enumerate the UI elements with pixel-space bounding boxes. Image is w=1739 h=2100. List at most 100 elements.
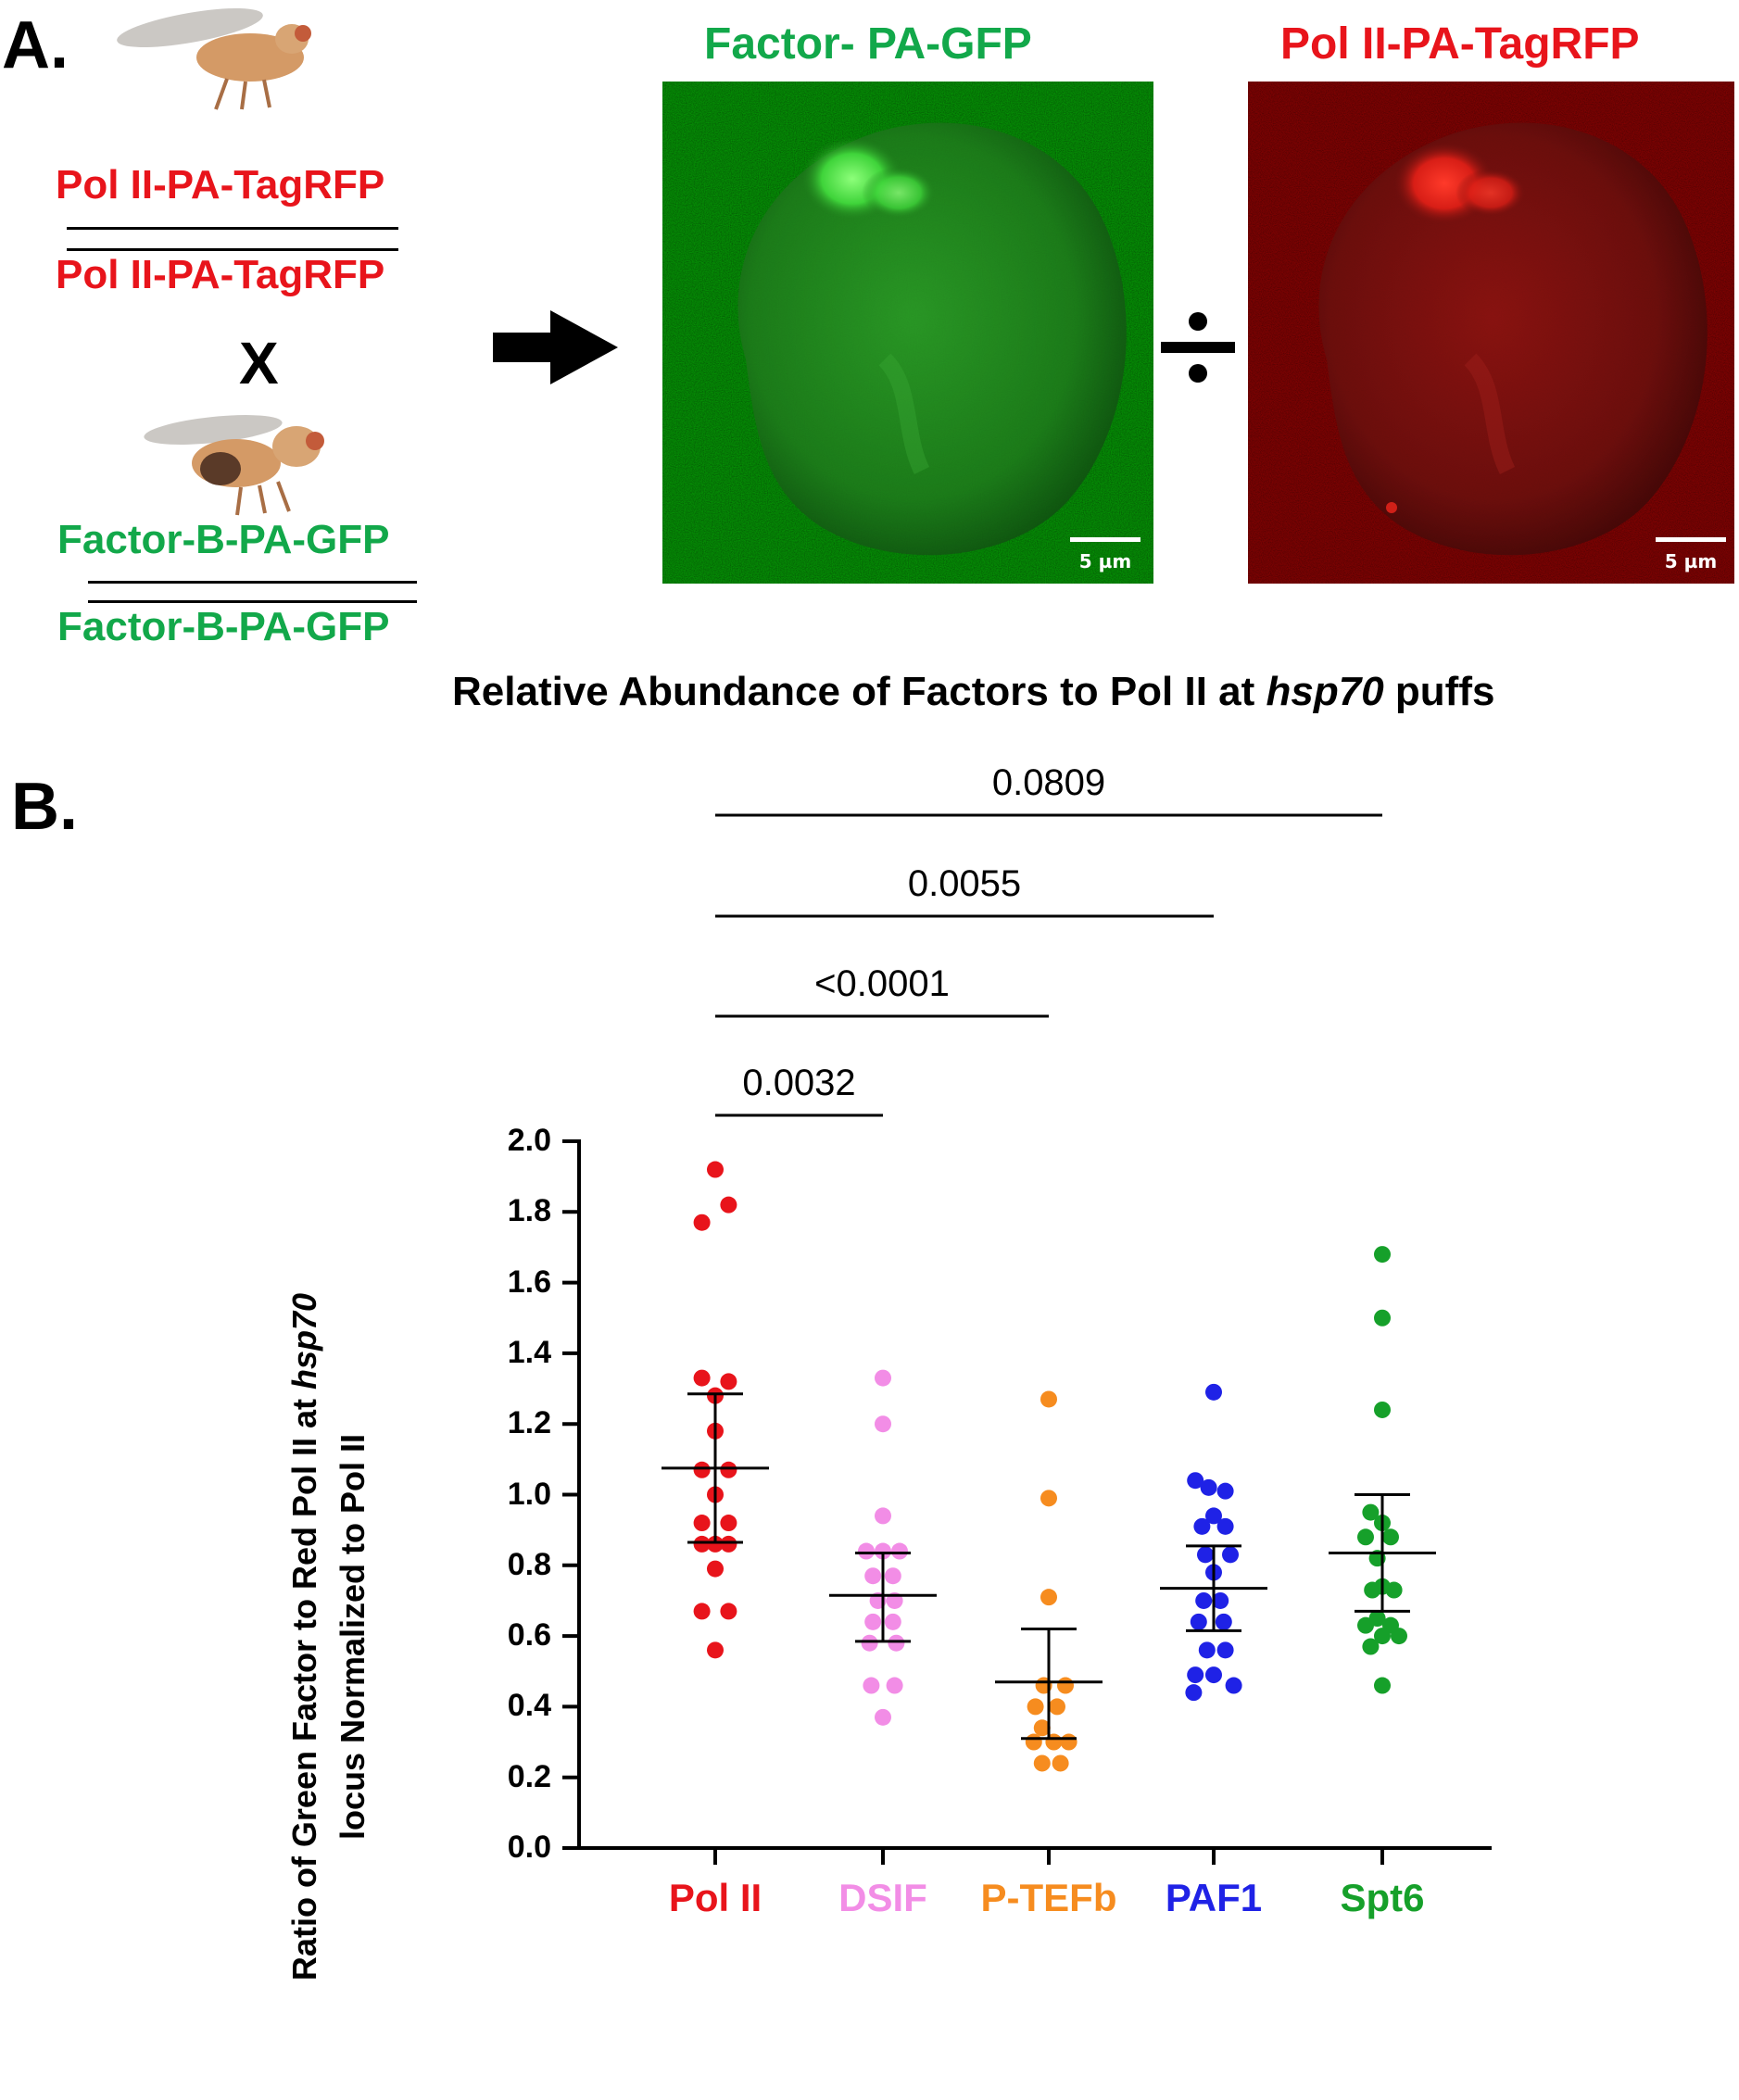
y-tick-label: 0.0 [507,1830,551,1865]
p-value-label: 0.0809 [992,762,1105,803]
fly-illustration-female [117,7,311,110]
scatter-chart: 0.0032 <0.0001 0.0055 0.0809 [562,762,1492,1865]
data-point [1033,1719,1051,1737]
micrograph-green: 5 µm [662,82,1153,584]
data-point [858,1542,875,1560]
data-point [1374,1401,1391,1418]
data-point [1222,1546,1239,1564]
green-image-title: Factor- PA-GFP [704,19,1032,69]
data-point [886,1677,903,1694]
data-point [1033,1754,1051,1772]
data-point [1215,1613,1232,1630]
micrograph-red: 5 µm [1248,82,1734,584]
cross-symbol: X [239,330,279,396]
y-tick-label: 1.4 [507,1334,551,1370]
genotype-divider-1 [67,227,398,230]
data-point [693,1603,711,1620]
data-point [1185,1684,1203,1702]
data-point [875,1415,891,1433]
data-point [1357,1616,1374,1634]
data-point [884,1567,901,1585]
data-point [720,1196,737,1213]
data-point [707,1161,724,1178]
data-point [693,1213,711,1231]
data-point [1200,1478,1217,1496]
data-point [1362,1638,1380,1655]
data-point [1205,1666,1222,1684]
data-point [1216,1482,1234,1500]
panel-a-label: A. [2,8,69,82]
data-point [1382,1528,1399,1546]
data-point [1225,1677,1242,1694]
category-label: Pol II [668,1876,762,1919]
category-label: P-TEFb [980,1876,1117,1919]
genotype-divider-2 [67,248,398,251]
category-label: PAF1 [1165,1876,1263,1919]
data-point [891,1542,908,1560]
p-value-label: 0.0032 [742,1063,855,1103]
data-point [863,1677,880,1694]
data-point [875,1542,891,1560]
data-point [861,1634,878,1652]
data-point [693,1369,711,1387]
data-point [707,1641,724,1659]
genotype-divider-3 [88,581,417,584]
data-point [1187,1472,1204,1490]
data-point [1040,1589,1057,1606]
male-genotype-bottom: Factor-B-PA-GFP [57,604,390,649]
category-label: Spt6 [1340,1876,1425,1919]
data-point [875,1369,891,1387]
data-point [1374,1309,1391,1327]
data-point [875,1708,891,1726]
data-point [1362,1503,1380,1521]
scale-bar-label-green: 5 µm [1079,550,1131,572]
y-tick-label: 1.2 [507,1405,551,1441]
data-point [864,1613,882,1630]
y-tick-label: 0.6 [507,1617,551,1654]
plot-title: Relative Abundance of Factors to Pol II … [452,669,1495,714]
red-image-title: Pol II-PA-TagRFP [1280,19,1640,69]
data-point [707,1535,724,1553]
data-point [1193,1517,1211,1535]
p-value-label: <0.0001 [814,963,950,1004]
data-point [1391,1628,1407,1645]
data-point [1190,1613,1207,1630]
p-value-label: 0.0055 [908,863,1021,904]
data-point [1357,1528,1374,1546]
panel-b-label: B. [11,770,78,844]
data-point [1057,1677,1074,1694]
data-point [1205,1507,1222,1525]
data-point [693,1515,711,1532]
data-point [720,1461,737,1478]
data-point [1060,1733,1077,1751]
female-genotype-top: Pol II-PA-TagRFP [56,162,385,207]
data-point [1205,1383,1222,1401]
arrow-right-icon [493,310,618,384]
fly-illustration-male [144,415,324,516]
data-point [1374,1628,1391,1645]
data-point [693,1535,711,1553]
divide-icon [1161,312,1235,383]
category-label: DSIF [838,1876,927,1919]
data-point [1385,1581,1403,1599]
data-point [720,1603,737,1620]
y-tick-label: 1.0 [507,1476,551,1512]
male-genotype-top: Factor-B-PA-GFP [57,517,390,562]
data-point [1374,1246,1391,1264]
data-point [1195,1591,1213,1609]
data-point [720,1515,737,1532]
data-point [888,1634,905,1652]
data-point [720,1535,737,1553]
data-point [864,1567,882,1585]
data-point [1052,1754,1069,1772]
data-point [707,1560,724,1578]
data-point [1216,1517,1234,1535]
data-point [875,1507,891,1525]
y-tick-label: 1.6 [507,1264,551,1300]
data-point [693,1461,711,1478]
data-point [1216,1641,1234,1659]
y-tick-label: 0.2 [507,1758,551,1794]
data-point [1364,1581,1381,1599]
data-point [1374,1677,1391,1694]
data-point [1040,1390,1057,1408]
